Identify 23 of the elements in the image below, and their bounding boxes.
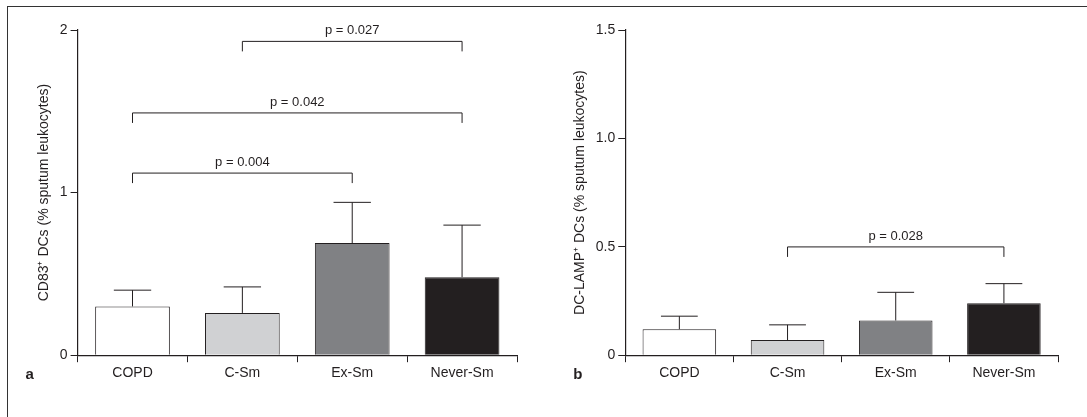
annotation: p = 0.004 xyxy=(215,154,270,170)
x-tick-label: Never-Sm xyxy=(972,364,1036,381)
x-tick-label: C-Sm xyxy=(769,364,806,381)
x-tick-label: COPD xyxy=(112,364,153,381)
y-tick-label: 0.5 xyxy=(595,237,616,254)
y-tick-label: 1.0 xyxy=(595,129,616,146)
text: a xyxy=(25,365,35,383)
x-tick-label: Ex-Sm xyxy=(331,364,374,381)
x-tick-label: C-Sm xyxy=(224,364,261,381)
y-tick-label: 0 xyxy=(607,346,616,363)
y-tick-label: 1 xyxy=(59,183,68,200)
x-tick-label: COPD xyxy=(659,364,700,381)
y-tick-label: 0 xyxy=(59,346,68,363)
text: b xyxy=(573,365,583,383)
annotation: p = 0.042 xyxy=(270,94,325,109)
y-axis-title: CD83⁺ DCs (% sputum leukocytes) xyxy=(35,83,52,302)
x-tick-label: Ex-Sm xyxy=(874,364,917,381)
annotation: p = 0.028 xyxy=(868,227,924,243)
y-axis-title: DC-LAMP⁺ DCs (% sputum leukocytes) xyxy=(571,70,588,315)
annotation: p = 0.027 xyxy=(324,22,380,38)
y-tick-label: 1.5 xyxy=(595,20,616,37)
x-tick-label: Never-Sm xyxy=(430,364,494,381)
y-tick-label: 2 xyxy=(59,20,68,37)
